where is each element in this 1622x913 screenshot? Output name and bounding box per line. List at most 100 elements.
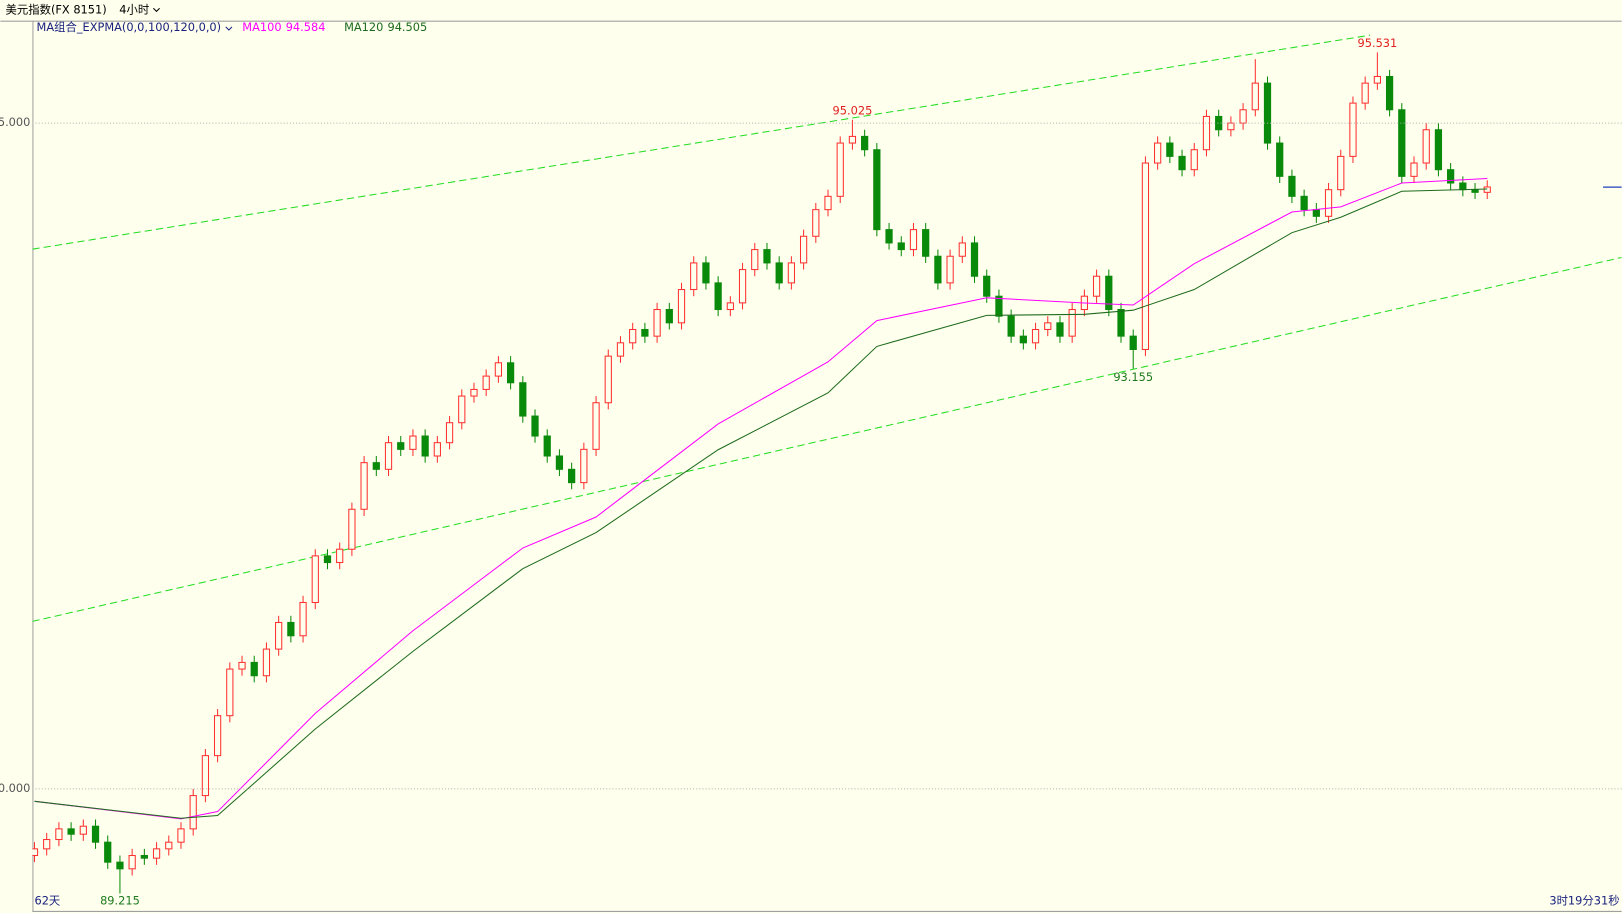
legend-name: MA100: [242, 20, 281, 34]
indicator-chevron[interactable]: [225, 26, 233, 31]
candle-body: [116, 861, 124, 870]
candle-body: [506, 362, 515, 384]
candle-body: [323, 555, 332, 564]
candle-body: [665, 309, 673, 324]
candle-body: [275, 621, 283, 650]
candle-body: [934, 255, 942, 284]
candle-body: [177, 828, 185, 843]
candle-body: [922, 229, 930, 257]
candle-body: [738, 269, 747, 304]
candle-body: [1263, 82, 1272, 144]
candle-body: [128, 854, 136, 870]
candle-body: [1483, 186, 1491, 193]
candle-body: [336, 548, 344, 564]
candle-body: [1410, 162, 1418, 177]
candle-body: [1215, 115, 1223, 131]
ma-line: [34, 188, 1488, 819]
candle-body: [592, 402, 600, 450]
candle-body: [384, 442, 393, 470]
candle-body: [848, 135, 857, 144]
candle-body: [702, 262, 710, 284]
candle-body: [1471, 189, 1479, 193]
candle-body: [555, 455, 564, 470]
candle-body: [580, 448, 588, 484]
candle-body: [897, 242, 905, 251]
candle-body: [1300, 195, 1308, 211]
candle-body: [238, 661, 246, 670]
candle-body: [1044, 322, 1052, 331]
candle-body: [568, 468, 576, 484]
legend: MA100 94.584 MA120 94.505: [242, 20, 427, 34]
candle-body: [726, 302, 734, 311]
candle-body: [1434, 129, 1443, 171]
candle-body: [751, 249, 759, 271]
candle-body: [55, 828, 63, 841]
candle-body: [262, 648, 271, 677]
period-chevron[interactable]: [153, 7, 160, 13]
candle-body: [1166, 142, 1174, 157]
candle-body: [1324, 189, 1333, 217]
candle-body: [1105, 275, 1113, 311]
candle-body: [1141, 162, 1150, 350]
candle-body: [299, 601, 307, 637]
candle-body: [885, 229, 893, 244]
candle-body: [983, 275, 991, 297]
candle-body: [1312, 209, 1320, 217]
candle-body: [91, 825, 100, 843]
candle-body: [189, 795, 197, 830]
extreme-label: 95.025: [833, 103, 873, 117]
candle-body: [641, 328, 649, 337]
candle-body: [458, 395, 466, 424]
candle-body: [67, 828, 75, 835]
ma-line: [34, 177, 1488, 820]
extreme-label: 95.531: [1358, 36, 1398, 50]
candle-body: [165, 841, 173, 850]
candle-body: [104, 841, 112, 863]
candle-body: [397, 442, 405, 450]
candle-body: [909, 229, 918, 251]
candle-body: [1190, 149, 1198, 171]
candle-body: [836, 142, 844, 197]
candle-body: [1398, 109, 1406, 177]
candle-body: [1227, 122, 1235, 131]
candle-body: [348, 508, 356, 550]
candle-body: [79, 825, 87, 835]
candle-body: [494, 362, 503, 377]
candle-body: [1056, 322, 1064, 337]
candle-body: [213, 715, 222, 757]
candle-body: [1239, 109, 1247, 124]
candle-body: [714, 282, 722, 311]
candle-body: [482, 375, 490, 390]
extreme-label: 93.155: [1113, 370, 1153, 384]
candle-body: [1154, 142, 1162, 164]
candle-body: [958, 242, 966, 257]
candle-body: [629, 328, 637, 344]
candle-body: [250, 661, 258, 677]
candle-body: [226, 668, 234, 717]
candle-body: [519, 382, 527, 417]
candle-body: [152, 848, 161, 859]
channel-line: [32, 256, 1622, 622]
candle-body: [1178, 155, 1186, 171]
candle-body: [873, 149, 881, 231]
candle-body: [677, 289, 686, 324]
indicator-name[interactable]: MA组合_EXPMA(0,0,100,120,0,0): [37, 20, 222, 34]
candle-body: [140, 854, 148, 859]
candle-body: [32, 848, 39, 857]
candle-body: [1068, 309, 1076, 337]
candle-body: [946, 255, 954, 284]
candle-body: [690, 262, 698, 291]
candle-body: [1251, 82, 1259, 111]
candle-body: [1007, 315, 1015, 337]
candle-body: [543, 435, 551, 457]
period-selector[interactable]: 4小时: [119, 2, 149, 16]
candle-body: [1459, 182, 1467, 191]
candle-body: [812, 209, 820, 237]
candle-body: [409, 435, 417, 450]
candle-body: [1019, 335, 1027, 344]
extreme-label: 89.215: [100, 894, 140, 908]
candle-body: [1117, 309, 1125, 337]
candle-body: [311, 555, 319, 604]
